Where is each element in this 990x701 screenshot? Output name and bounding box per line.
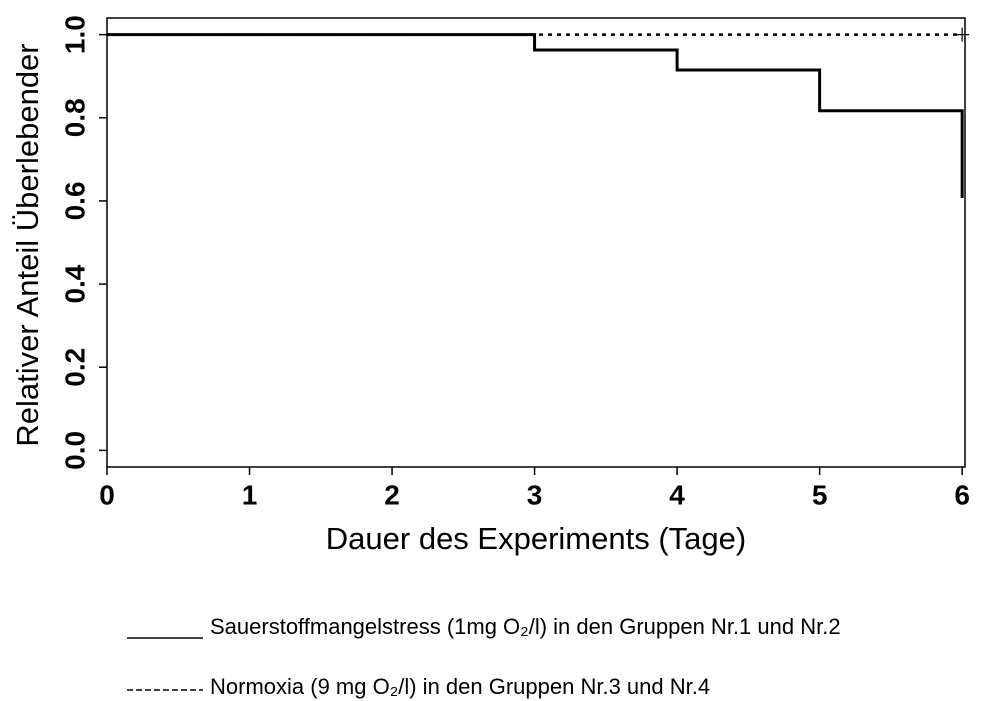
- x-tick-label: 4: [669, 479, 685, 510]
- legend-label: Sauerstoffmangelstress (1mg O₂/l) in den…: [210, 614, 841, 639]
- y-tick-label: 0.0: [59, 431, 90, 470]
- x-tick-label: 6: [954, 479, 970, 510]
- censor-mark: [955, 27, 970, 42]
- plot-frame: [106, 17, 966, 468]
- x-axis-title: Dauer des Experiments (Tage): [326, 521, 746, 556]
- x-tick-label: 2: [384, 479, 400, 510]
- y-tick-label: 1.0: [59, 15, 90, 54]
- y-axis-title: Relativer Anteil Überlebender: [10, 43, 45, 446]
- x-tick-label: 5: [812, 479, 828, 510]
- x-tick-label: 1: [242, 479, 258, 510]
- survival-line: [107, 33, 964, 199]
- legend-label: Normoxia (9 mg O₂/l) in den Gruppen Nr.3…: [210, 674, 710, 699]
- x-tick-label: 0: [99, 479, 115, 510]
- y-tick-label: 0.4: [59, 264, 90, 303]
- y-tick-label: 0.6: [59, 181, 90, 220]
- y-tick-label: 0.8: [59, 98, 90, 137]
- x-tick-label: 3: [527, 479, 543, 510]
- y-tick-label: 0.2: [59, 348, 90, 387]
